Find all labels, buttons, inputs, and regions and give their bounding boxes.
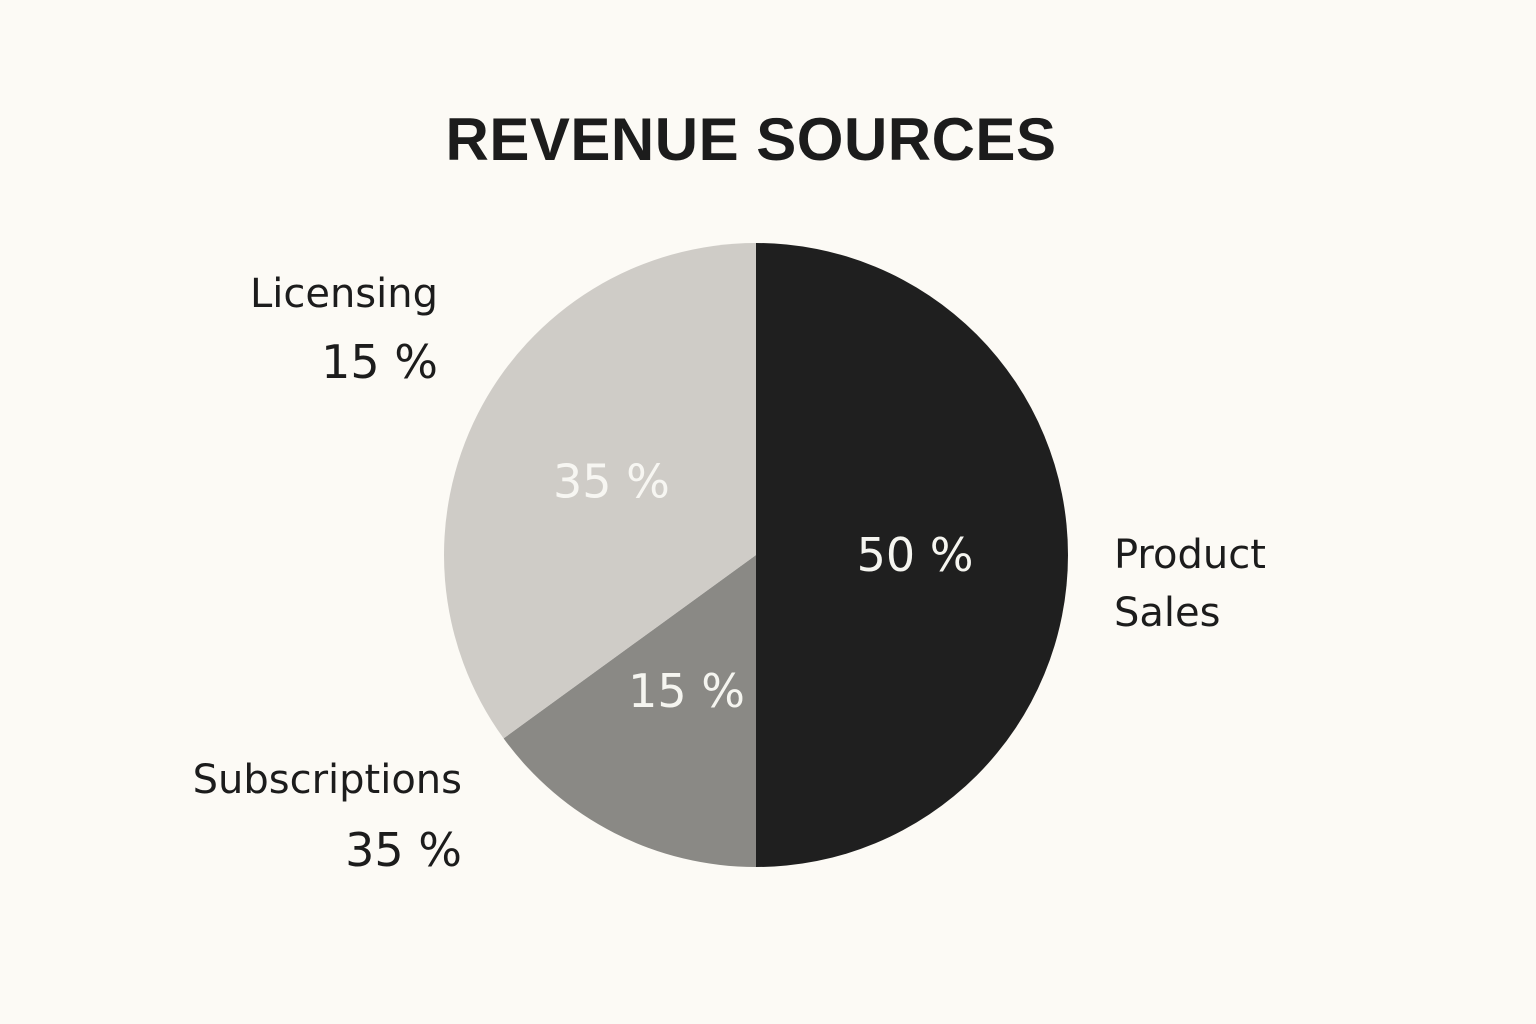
pie-slices bbox=[444, 243, 1068, 867]
slice-category-label-product-sales-line-1: Product bbox=[1114, 532, 1266, 578]
chart-title: REVENUE SOURCES bbox=[446, 106, 1057, 173]
pie-slice-licensing bbox=[444, 243, 756, 739]
slice-value-label-licensing: 35 % bbox=[553, 454, 670, 508]
slice-outer-percent-subscriptions: 35 % bbox=[345, 823, 462, 877]
pie-slice-subscriptions bbox=[503, 555, 756, 867]
slice-category-label-licensing: Licensing bbox=[250, 271, 438, 317]
pie-inner-labels: 50 % 15 % 35 % bbox=[553, 454, 974, 718]
pie-outer-labels: Product Sales Subscriptions 35 % Licensing 15… bbox=[193, 271, 1266, 877]
pie-slice-product-sales bbox=[756, 243, 1068, 867]
slice-category-label-product-sales-line-2: Sales bbox=[1114, 590, 1220, 636]
slice-value-label-subscriptions: 15 % bbox=[628, 664, 745, 718]
slice-outer-percent-licensing: 15 % bbox=[321, 335, 438, 389]
slice-category-label-subscriptions: Subscriptions bbox=[193, 757, 462, 803]
slice-value-label-product-sales: 50 % bbox=[857, 528, 974, 582]
